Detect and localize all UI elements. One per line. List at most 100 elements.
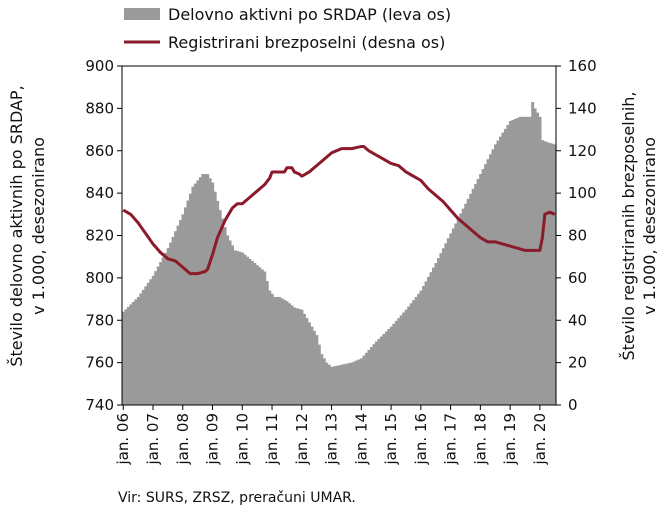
x-tick-label: jan. 09 (204, 413, 222, 466)
employed-bar (379, 336, 383, 405)
employed-bar (149, 279, 153, 405)
employed-bar (397, 318, 401, 405)
left-tick-label: 900 (85, 57, 114, 75)
employed-bar (228, 240, 232, 405)
employed-bar (131, 301, 135, 405)
employed-bar (489, 154, 492, 405)
employed-bar (355, 360, 358, 405)
employed-bar (476, 179, 480, 405)
employed-bar (253, 263, 257, 405)
employed-bar (193, 183, 197, 405)
employed-bar (469, 193, 473, 405)
employed-bar (268, 290, 272, 405)
employed-bar (424, 281, 428, 405)
employed-bar (350, 362, 354, 406)
employed-bar (546, 142, 549, 405)
employed-bar (246, 256, 249, 405)
left-tick-label: 860 (85, 142, 114, 160)
employed-bar (122, 311, 125, 405)
employed-bar (308, 322, 311, 405)
employed-bar (275, 296, 279, 405)
employed-bar (449, 233, 453, 405)
employed-bar (494, 144, 497, 405)
employed-bar (305, 318, 309, 405)
employed-bar (404, 309, 408, 405)
employed-bar (179, 219, 182, 405)
employed-bar (312, 330, 316, 405)
employed-bar (288, 303, 292, 405)
employed-bar (498, 136, 502, 405)
x-tick-label: jan. 19 (501, 413, 519, 466)
employed-bar (198, 177, 202, 405)
employed-bar (441, 248, 445, 405)
employed-bar (156, 266, 160, 405)
employed-bar (372, 344, 376, 405)
employed-bar (213, 191, 217, 405)
employed-bar (523, 116, 527, 405)
employed-bar (129, 304, 133, 405)
employed-bar (347, 363, 351, 405)
employed-bar (221, 218, 225, 405)
employed-bar (466, 198, 470, 405)
employed-bar (436, 258, 440, 405)
left-tick-label: 740 (85, 396, 114, 414)
employed-bar (513, 118, 517, 405)
employed-bar (407, 306, 411, 405)
employed-bar (496, 140, 500, 405)
employed-bar (365, 352, 368, 405)
employed-bar (506, 124, 510, 405)
employed-bar (206, 174, 210, 405)
employed-bar (461, 208, 465, 405)
left-tick-label: 880 (85, 99, 114, 117)
right-tick-label: 100 (568, 184, 597, 202)
employed-bar (337, 365, 341, 405)
employed-bar (362, 355, 366, 405)
x-tick-label: jan. 20 (531, 413, 549, 466)
right-axis-title-line1: Število registriranih brezposelnih, (619, 91, 638, 360)
employed-bar (360, 358, 363, 405)
employed-bar (124, 309, 128, 405)
employed-bar (548, 142, 552, 406)
legend-label-employed: Delovno aktivni po SRDAP (leva os) (168, 5, 451, 24)
employed-bar (508, 121, 512, 405)
left-tick-label: 820 (85, 227, 114, 245)
x-tick-label: jan. 18 (471, 413, 489, 466)
employed-bar (387, 329, 391, 405)
employed-bar (298, 308, 301, 405)
employed-bar (303, 313, 306, 405)
employed-bar (518, 116, 522, 405)
employed-bar (332, 366, 336, 405)
x-tick-label: jan. 14 (352, 413, 370, 466)
employed-bar (516, 117, 520, 405)
employed-bar (429, 272, 433, 405)
employed-bar (226, 235, 230, 405)
employed-bar (553, 144, 557, 405)
employed-bar (265, 281, 269, 405)
employed-bar (370, 347, 373, 405)
employed-bar (196, 180, 200, 405)
employed-bar (315, 335, 319, 405)
employed-bar (186, 200, 190, 405)
employed-bar (295, 308, 299, 405)
employed-bar (166, 248, 170, 405)
employed-bar (374, 341, 378, 405)
right-tick-label: 40 (568, 311, 587, 329)
employed-bar (501, 132, 505, 406)
employed-bar (551, 143, 554, 405)
employed-bar (300, 309, 304, 405)
x-tick-label: jan. 17 (442, 413, 460, 466)
employed-bar (317, 344, 321, 405)
employed-bar (345, 363, 349, 405)
employed-bar (427, 276, 430, 405)
right-tick-label: 140 (568, 99, 597, 117)
employed-bar (169, 242, 172, 405)
employed-bar (394, 320, 398, 405)
employed-bar (203, 174, 207, 405)
right-tick-label: 60 (568, 269, 587, 287)
employed-bar (432, 267, 435, 405)
employed-bar (451, 228, 455, 405)
employed-bar (446, 238, 450, 405)
employed-bar (290, 305, 294, 405)
right-y-axis-ticks: 0 20 40 60 80 100 120 140 160 (556, 57, 597, 414)
employed-bar (384, 331, 388, 405)
